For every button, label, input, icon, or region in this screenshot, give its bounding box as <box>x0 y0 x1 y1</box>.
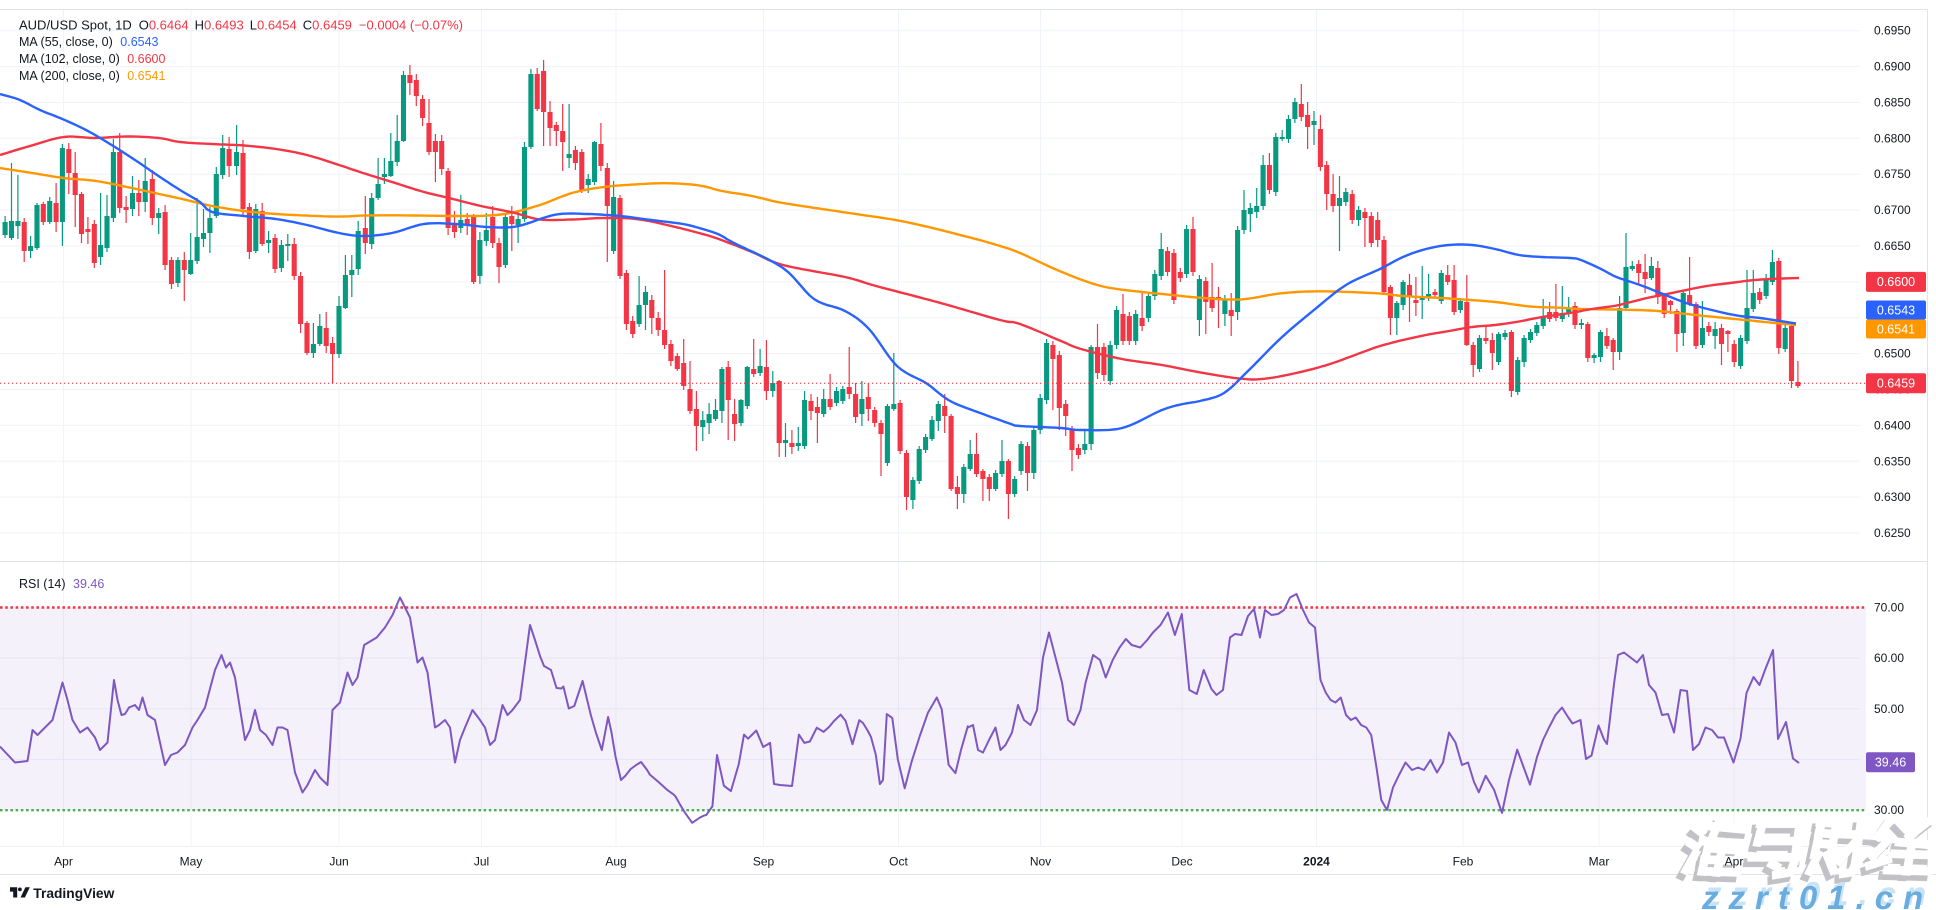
svg-text:70.00: 70.00 <box>1874 601 1904 615</box>
svg-text:Jun: Jun <box>329 855 348 869</box>
svg-text:May: May <box>180 855 203 869</box>
svg-text:Oct: Oct <box>889 855 908 869</box>
svg-text:0.6300: 0.6300 <box>1874 490 1911 504</box>
svg-text:60.00: 60.00 <box>1874 651 1904 665</box>
svg-text:Apr: Apr <box>1725 855 1744 869</box>
svg-text:0.6541: 0.6541 <box>1877 322 1915 336</box>
svg-text:0.6600: 0.6600 <box>1877 275 1915 289</box>
svg-text:0.6850: 0.6850 <box>1874 96 1911 110</box>
svg-text:0.6800: 0.6800 <box>1874 131 1911 145</box>
svg-text:0.6950: 0.6950 <box>1874 24 1911 38</box>
svg-text:0.6500: 0.6500 <box>1874 347 1911 361</box>
svg-text:50.00: 50.00 <box>1874 702 1904 716</box>
svg-text:Aug: Aug <box>605 855 626 869</box>
svg-text:0.6350: 0.6350 <box>1874 454 1911 468</box>
svg-text:Sep: Sep <box>753 855 775 869</box>
svg-text:Apr: Apr <box>54 855 73 869</box>
svg-text:Nov: Nov <box>1030 855 1051 869</box>
svg-text:zzrt01.cn: zzrt01.cn <box>1701 879 1933 910</box>
svg-text:0.6750: 0.6750 <box>1874 167 1911 181</box>
svg-text:0.6250: 0.6250 <box>1874 526 1911 540</box>
svg-text:0.6459: 0.6459 <box>1877 377 1915 391</box>
svg-text:MA (102, close, 0) 0.6600: MA (102, close, 0) 0.6600 <box>19 52 165 66</box>
svg-text:Dec: Dec <box>1171 855 1192 869</box>
svg-text:30.00: 30.00 <box>1874 803 1904 817</box>
svg-text:RSI (14) 39.46: RSI (14) 39.46 <box>19 577 104 591</box>
svg-text:Mar: Mar <box>1589 855 1610 869</box>
svg-text:Feb: Feb <box>1453 855 1474 869</box>
svg-text:0.6543: 0.6543 <box>1877 303 1915 317</box>
svg-text:0.6650: 0.6650 <box>1874 239 1911 253</box>
svg-text:TradingView: TradingView <box>33 886 114 901</box>
svg-text:0.6700: 0.6700 <box>1874 203 1911 217</box>
svg-text:MA (55, close, 0) 0.6543: MA (55, close, 0) 0.6543 <box>19 35 159 49</box>
svg-text:2024: 2024 <box>1303 855 1330 869</box>
svg-text:MA (200, close, 0) 0.6541: MA (200, close, 0) 0.6541 <box>19 69 165 83</box>
svg-text:39.46: 39.46 <box>1875 756 1906 770</box>
svg-text:Jul: Jul <box>474 855 489 869</box>
svg-text:0.6900: 0.6900 <box>1874 60 1911 74</box>
svg-text:0.6400: 0.6400 <box>1874 418 1911 432</box>
